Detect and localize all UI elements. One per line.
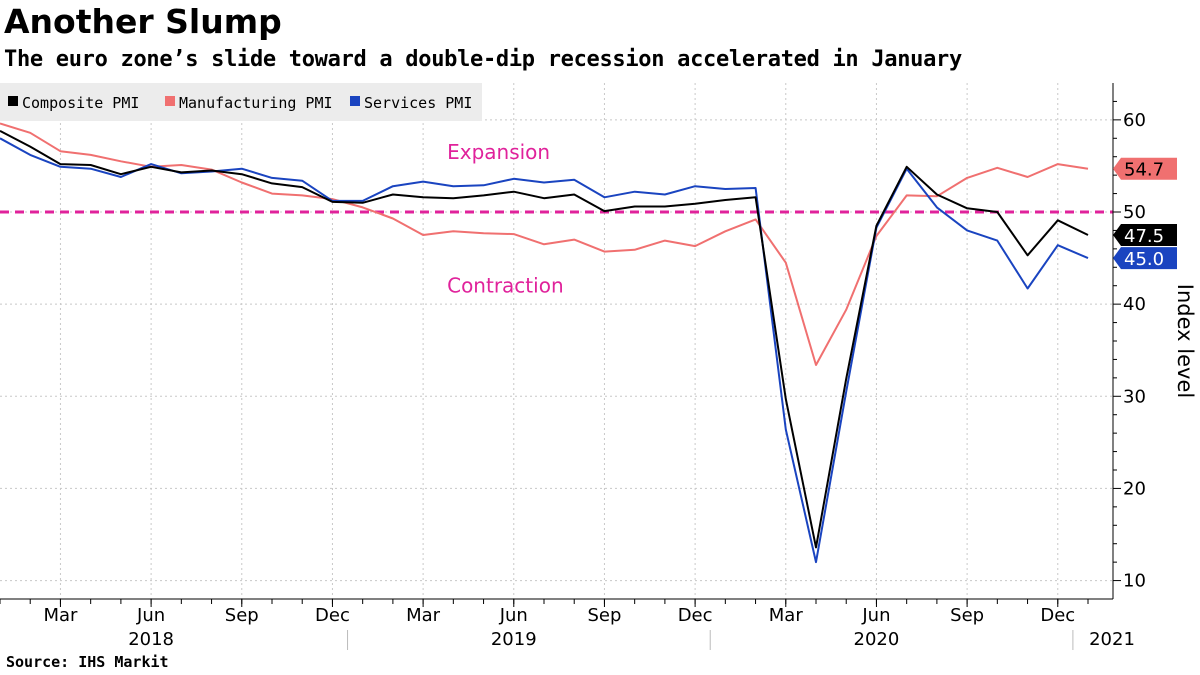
x-axis-year-labels: 2018 2019 2020 2021 — [128, 629, 1135, 650]
y-axis-label: Index level — [1173, 284, 1197, 398]
x-tick-label: Mar — [43, 605, 78, 626]
chart-title: Another Slump — [4, 2, 282, 41]
end-label-composite-pmi: 47.5 — [1124, 226, 1164, 247]
legend-label-services: Services PMI — [364, 94, 472, 112]
x-tick-label: Sep — [587, 605, 621, 626]
x-tick-label: Jun — [136, 605, 165, 626]
y-tick-label: 50 — [1123, 202, 1146, 223]
x-axis-minor-ticks — [0, 599, 1089, 604]
y-axis-ticks: 10 20 30 40 50 60 — [1113, 100, 1146, 592]
series-lines — [0, 122, 1089, 564]
y-tick-label: 40 — [1123, 294, 1146, 315]
x-tick-label: Jun — [499, 605, 528, 626]
year-label: 2018 — [128, 629, 174, 650]
y-tick-label: 20 — [1123, 478, 1146, 499]
series-line-manufacturing-pmi — [0, 122, 1089, 366]
legend: Composite PMI Manufacturing PMI Services… — [8, 94, 472, 112]
x-tick-label: Jun — [861, 605, 890, 626]
end-label-manufacturing-pmi: 54.7 — [1124, 160, 1164, 181]
annotation-expansion: Expansion — [447, 140, 550, 164]
legend-swatch-services — [350, 96, 360, 106]
x-axis-ticks: Mar Jun Sep Dec Mar Jun Sep Dec Mar Jun Sep Dec — [43, 599, 1075, 626]
x-tick-label: Sep — [950, 605, 984, 626]
series-line-services-pmi — [0, 137, 1089, 564]
legend-label-manufacturing: Manufacturing PMI — [179, 94, 333, 112]
x-tick-label: Mar — [769, 605, 804, 626]
y-tick-label: 30 — [1123, 386, 1146, 407]
y-tick-label: 60 — [1123, 110, 1146, 131]
source-note: Source: IHS Markit — [6, 653, 169, 671]
x-tick-label: Dec — [1040, 605, 1075, 626]
annotation-contraction: Contraction — [447, 274, 564, 298]
end-label-bg-manufacturing-pmi — [1113, 157, 1177, 180]
x-tick-label: Sep — [225, 605, 259, 626]
gridlines — [0, 83, 1113, 599]
legend-label-composite: Composite PMI — [22, 94, 139, 112]
series-end-labels: 47.5 54.7 45.0 — [1113, 157, 1177, 270]
year-label: 2019 — [491, 629, 537, 650]
legend-swatch-manufacturing — [165, 96, 175, 106]
x-tick-label: Dec — [315, 605, 350, 626]
year-label: 2021 — [1089, 629, 1135, 650]
end-label-bg-composite-pmi — [1113, 224, 1177, 247]
series-line-composite-pmi — [0, 130, 1089, 549]
legend-swatch-composite — [8, 96, 18, 106]
x-tick-label: Dec — [678, 605, 713, 626]
year-label: 2020 — [854, 629, 900, 650]
end-label-services-pmi: 45.0 — [1124, 249, 1164, 270]
end-label-bg-services-pmi — [1113, 247, 1177, 270]
chart-subtitle: The euro zone’s slide toward a double-di… — [4, 47, 962, 72]
y-tick-label: 10 — [1123, 571, 1146, 592]
x-tick-label: Mar — [406, 605, 441, 626]
legend-background — [0, 83, 482, 121]
